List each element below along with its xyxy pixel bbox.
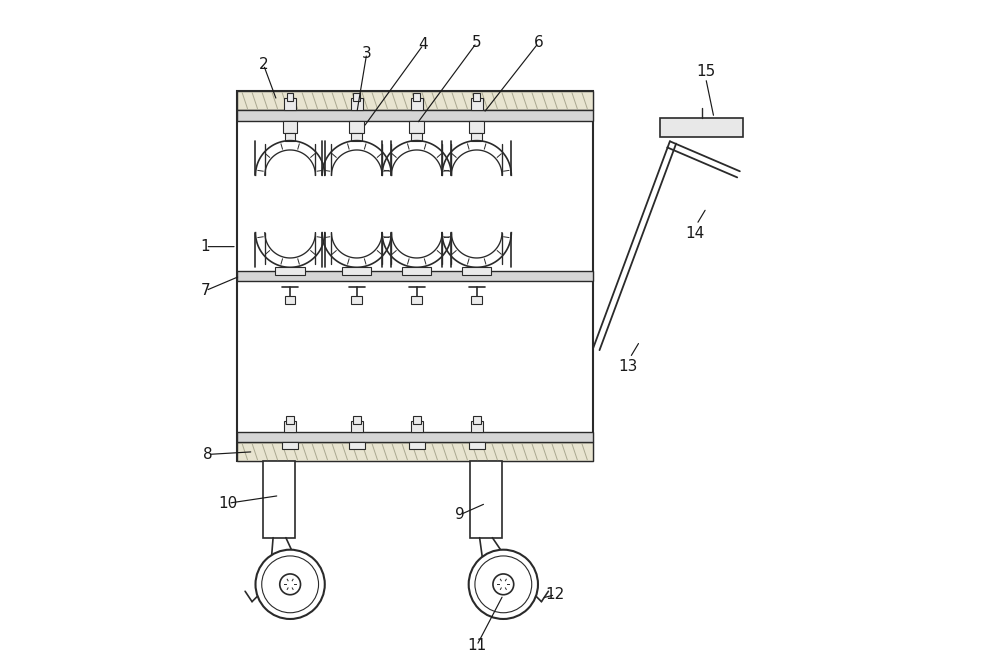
Bar bbox=[402, 268, 431, 276]
Bar bbox=[237, 92, 593, 461]
Bar bbox=[263, 461, 295, 538]
Bar bbox=[284, 98, 296, 110]
Circle shape bbox=[493, 574, 514, 595]
Bar bbox=[411, 132, 422, 140]
Bar bbox=[411, 98, 423, 110]
Text: 9: 9 bbox=[455, 507, 465, 522]
Bar bbox=[349, 120, 364, 132]
Bar bbox=[409, 120, 424, 132]
Circle shape bbox=[255, 550, 325, 619]
Text: 15: 15 bbox=[696, 64, 715, 79]
Text: 3: 3 bbox=[362, 46, 372, 61]
Bar bbox=[353, 415, 361, 423]
Bar bbox=[469, 120, 484, 132]
Bar bbox=[471, 98, 483, 110]
Bar bbox=[471, 421, 483, 432]
Bar bbox=[351, 296, 362, 304]
Bar bbox=[237, 442, 593, 461]
Bar bbox=[237, 110, 593, 120]
Bar bbox=[409, 442, 425, 449]
Circle shape bbox=[469, 550, 538, 619]
Bar bbox=[237, 271, 593, 282]
Bar bbox=[351, 132, 362, 140]
Bar bbox=[351, 98, 363, 110]
Text: 1: 1 bbox=[201, 239, 210, 254]
Bar bbox=[283, 120, 297, 132]
Bar bbox=[285, 296, 295, 304]
Bar bbox=[284, 421, 296, 432]
Bar bbox=[413, 415, 421, 423]
Text: 7: 7 bbox=[201, 283, 210, 298]
Bar bbox=[413, 93, 420, 100]
Bar bbox=[660, 118, 743, 136]
Text: 4: 4 bbox=[419, 37, 428, 52]
Bar bbox=[411, 421, 423, 432]
Bar bbox=[285, 132, 295, 140]
Bar bbox=[282, 442, 298, 449]
Text: 5: 5 bbox=[472, 35, 481, 50]
Text: 13: 13 bbox=[618, 359, 638, 374]
Bar bbox=[469, 442, 485, 449]
Bar bbox=[353, 93, 360, 100]
Bar bbox=[351, 421, 363, 432]
Text: 2: 2 bbox=[259, 57, 268, 72]
Text: 14: 14 bbox=[685, 225, 704, 241]
Bar bbox=[471, 296, 482, 304]
Bar bbox=[237, 92, 593, 110]
Bar bbox=[237, 432, 593, 442]
Bar bbox=[275, 268, 305, 276]
Bar bbox=[470, 461, 502, 538]
Bar bbox=[342, 268, 371, 276]
Bar bbox=[473, 93, 480, 100]
Text: 11: 11 bbox=[467, 638, 486, 653]
Text: 12: 12 bbox=[546, 587, 565, 602]
Bar bbox=[471, 132, 482, 140]
Bar bbox=[462, 268, 491, 276]
Bar bbox=[349, 442, 365, 449]
Bar bbox=[286, 415, 294, 423]
Bar bbox=[473, 415, 481, 423]
Text: 10: 10 bbox=[219, 496, 238, 510]
Text: 8: 8 bbox=[203, 447, 213, 462]
Bar bbox=[411, 296, 422, 304]
Text: 6: 6 bbox=[534, 35, 544, 50]
Circle shape bbox=[280, 574, 301, 595]
Bar bbox=[287, 93, 293, 100]
